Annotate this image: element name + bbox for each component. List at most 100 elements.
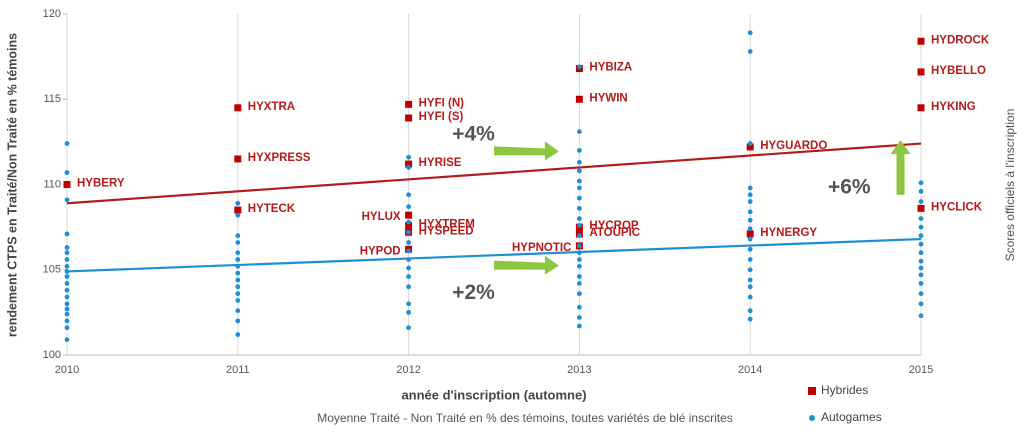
caption: Moyenne Traité - Non Traité en % des tém… [317, 411, 733, 425]
point [747, 199, 753, 204]
point-label: HYBERY [77, 178, 125, 190]
point [405, 100, 413, 108]
x-tick-label: 2014 [738, 364, 762, 376]
point [918, 188, 924, 194]
point [235, 233, 241, 239]
point [235, 212, 241, 218]
point-label: HYFI (S) [419, 111, 464, 123]
point [747, 49, 753, 54]
point [406, 257, 411, 262]
point-label: HYBELLO [931, 65, 986, 77]
point-label: HYXTRA [248, 101, 295, 113]
point-label: HYNERGY [760, 227, 817, 239]
point-label: HYWIN [589, 92, 627, 104]
point [405, 160, 413, 168]
point-label: HYBIZA [589, 62, 632, 74]
point [577, 233, 582, 239]
point [747, 217, 753, 223]
x-axis-label: année d'inscription (automne) [401, 387, 586, 402]
point [406, 274, 411, 279]
point [575, 95, 583, 103]
point-label: ATOUPIC [589, 227, 640, 239]
point [918, 216, 924, 222]
point-label: HYTECK [248, 203, 296, 215]
point [577, 291, 582, 297]
point-label: HYXTREM [419, 218, 475, 230]
y-tick-label: 105 [43, 264, 61, 276]
point [64, 337, 70, 343]
point-label: HYDROCK [931, 34, 990, 46]
point [64, 287, 70, 293]
point-label: HYGUARDO [760, 140, 827, 152]
arrow [494, 255, 559, 275]
point [747, 294, 753, 300]
point-label: HYCLICK [931, 201, 983, 213]
y-axis-label: rendement CTPS en Traité/Non Traité en %… [5, 33, 19, 337]
point [64, 197, 70, 203]
point [235, 291, 241, 297]
point [405, 221, 413, 229]
point [235, 318, 241, 324]
point [747, 185, 753, 191]
arrow [890, 140, 911, 195]
point [234, 206, 242, 214]
point-label: HYCROP [589, 220, 639, 232]
point-label: HYPOD [360, 245, 401, 257]
point [577, 304, 582, 310]
point [64, 231, 70, 237]
point [918, 280, 924, 286]
point-label: HYSPEED [419, 225, 474, 237]
point [406, 248, 411, 254]
annotation: +4% [452, 123, 495, 146]
point [64, 263, 70, 269]
point [918, 291, 924, 297]
point [577, 250, 582, 256]
point [64, 280, 70, 286]
point [747, 284, 753, 290]
point [918, 180, 924, 186]
x-tick-label: 2013 [567, 364, 591, 376]
point [406, 284, 411, 290]
point [405, 211, 413, 219]
y-tick-label: 120 [43, 8, 61, 20]
point [64, 250, 70, 256]
point [64, 318, 70, 324]
point [64, 274, 70, 279]
point [918, 313, 924, 319]
point [64, 311, 70, 317]
point [918, 250, 924, 256]
trendline [66, 142, 922, 205]
point [406, 219, 411, 225]
point [64, 306, 70, 312]
point [747, 316, 753, 322]
point [235, 332, 241, 337]
point [406, 204, 411, 210]
point [746, 230, 754, 238]
point [64, 245, 70, 250]
point [64, 257, 70, 262]
point [918, 233, 924, 239]
point [406, 154, 411, 160]
point [235, 257, 241, 262]
point [577, 168, 582, 174]
point [747, 226, 753, 232]
point [917, 68, 925, 76]
point-label: HYXPRESS [248, 152, 311, 164]
point [747, 277, 753, 283]
point [406, 192, 411, 198]
point [918, 224, 924, 230]
point-label: HYRISE [419, 157, 462, 169]
point [406, 309, 411, 315]
point [747, 246, 753, 252]
point [577, 185, 582, 191]
trendline [66, 237, 922, 273]
x-tick-label: 2015 [909, 364, 933, 376]
point [235, 200, 241, 206]
y-tick-label: 110 [43, 178, 61, 190]
point [577, 159, 582, 165]
arrow [494, 141, 559, 161]
point [235, 298, 241, 303]
annotation: +2% [452, 281, 495, 304]
x-tick-label: 2010 [55, 364, 79, 376]
point [577, 216, 582, 222]
